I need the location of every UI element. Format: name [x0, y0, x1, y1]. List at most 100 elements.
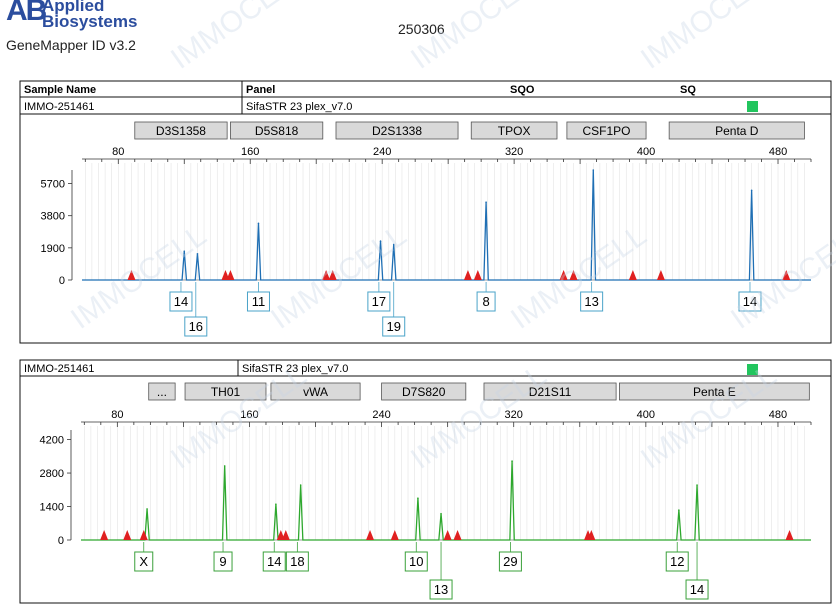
allele-call-box[interactable]	[184, 316, 208, 337]
size-standard-marker	[443, 530, 452, 540]
peak-apex[interactable]	[592, 169, 595, 171]
x-tick-label: 160	[241, 146, 259, 158]
y-tick-label: 4200	[40, 435, 64, 447]
column-sq: SQ	[680, 84, 696, 96]
size-standard-marker	[123, 530, 132, 540]
peak-apex[interactable]	[146, 508, 148, 510]
size-standard-marker	[139, 530, 148, 540]
peak-apex[interactable]	[379, 240, 382, 242]
peak-apex[interactable]	[750, 189, 753, 192]
locus-label: D21S11	[529, 385, 572, 399]
allele-call-label: 17	[372, 294, 386, 309]
peak-apex[interactable]	[678, 509, 680, 511]
size-standard-marker	[587, 530, 596, 540]
size-standard-marker	[366, 530, 375, 540]
locus-box[interactable]	[230, 121, 324, 140]
size-standard-marker	[559, 270, 568, 280]
peak-apex[interactable]	[511, 460, 513, 462]
allele-call-box[interactable]	[262, 551, 286, 572]
allele-call-box[interactable]	[367, 291, 391, 312]
allele-call-box[interactable]	[685, 579, 709, 600]
locus-label: D2S1338	[372, 124, 422, 138]
allele-call-box[interactable]	[429, 579, 453, 600]
peak-apex[interactable]	[392, 243, 395, 246]
locus-box[interactable]	[483, 382, 617, 401]
allele-call-box[interactable]	[169, 291, 193, 312]
size-standard-marker	[473, 270, 482, 280]
brand-name-line1: Applied	[42, 0, 105, 15]
allele-call-label: 13	[434, 582, 448, 597]
status-indicator-green	[747, 364, 758, 375]
peak-apex[interactable]	[440, 512, 442, 515]
allele-call-box[interactable]	[738, 291, 762, 312]
allele-call-label: 14	[743, 294, 757, 309]
allele-call-label: 16	[189, 319, 203, 334]
allele-call-label: 29	[503, 554, 517, 569]
locus-label: D7S820	[402, 385, 446, 399]
allele-call-box[interactable]	[285, 551, 309, 572]
size-standard-marker	[782, 270, 791, 280]
allele-call-label: 11	[252, 294, 266, 309]
peak-apex[interactable]	[183, 250, 186, 253]
locus-box[interactable]	[566, 121, 647, 140]
size-standard-marker	[453, 530, 462, 540]
allele-call-box[interactable]	[498, 551, 522, 572]
allele-call-label: X	[139, 554, 148, 569]
locus-box[interactable]	[134, 121, 228, 140]
allele-call-label: 8	[482, 294, 489, 309]
allele-call-box[interactable]	[213, 551, 233, 572]
locus-box[interactable]	[335, 121, 459, 140]
allele-call-box[interactable]	[580, 291, 604, 312]
locus-label: D3S1358	[156, 124, 206, 138]
x-tick-label: 240	[372, 409, 390, 421]
peak-apex[interactable]	[275, 503, 277, 505]
y-tick-label: 1900	[41, 243, 65, 255]
brand-name-line2: Biosystems	[42, 12, 138, 31]
x-tick-label: 320	[505, 409, 523, 421]
x-tick-label: 480	[769, 409, 787, 421]
allele-call-label: 13	[584, 294, 598, 309]
run-id: 250306	[398, 21, 445, 37]
allele-call-box[interactable]	[476, 291, 496, 312]
locus-box[interactable]	[619, 382, 810, 401]
locus-box[interactable]	[148, 382, 176, 401]
x-tick-label: 160	[240, 409, 258, 421]
x-tick-label: 320	[505, 146, 523, 158]
peak-apex[interactable]	[257, 222, 260, 225]
x-tick-label: 240	[373, 146, 391, 158]
size-standard-marker	[100, 530, 109, 540]
allele-call-box[interactable]	[665, 551, 689, 572]
locus-label: Penta D	[715, 124, 759, 138]
allele-call-label: 10	[409, 554, 423, 569]
size-standard-marker	[281, 530, 290, 540]
locus-box[interactable]	[270, 382, 361, 401]
peak-apex[interactable]	[417, 497, 419, 499]
watermark-text: IMMOCELL	[725, 219, 836, 336]
allele-call-box[interactable]	[404, 551, 428, 572]
status-indicator-blue	[747, 101, 758, 112]
allele-call-box[interactable]	[382, 316, 406, 337]
allele-call-label: 14	[690, 582, 704, 597]
peak-apex[interactable]	[696, 484, 698, 486]
size-standard-marker	[656, 270, 665, 280]
locus-box[interactable]	[381, 382, 467, 401]
peak-apex[interactable]	[485, 201, 487, 203]
x-tick-label: 480	[769, 146, 787, 158]
allele-call-label: 12	[670, 554, 684, 569]
allele-call-box[interactable]	[134, 551, 154, 572]
allele-call-box[interactable]	[246, 291, 270, 312]
locus-box[interactable]	[184, 382, 267, 401]
locus-box[interactable]	[470, 121, 558, 140]
sample-name-blue: IMMO-251461	[24, 101, 94, 113]
peak-apex[interactable]	[223, 465, 226, 467]
peak-apex[interactable]	[196, 252, 199, 255]
size-standard-marker	[328, 270, 337, 280]
x-tick-label: 400	[637, 146, 655, 158]
peak-apex[interactable]	[299, 484, 302, 486]
locus-box[interactable]	[668, 121, 805, 140]
y-tick-label: 2800	[40, 468, 64, 480]
locus-label: TH01	[211, 385, 241, 399]
allele-call-label: 9	[219, 554, 226, 569]
